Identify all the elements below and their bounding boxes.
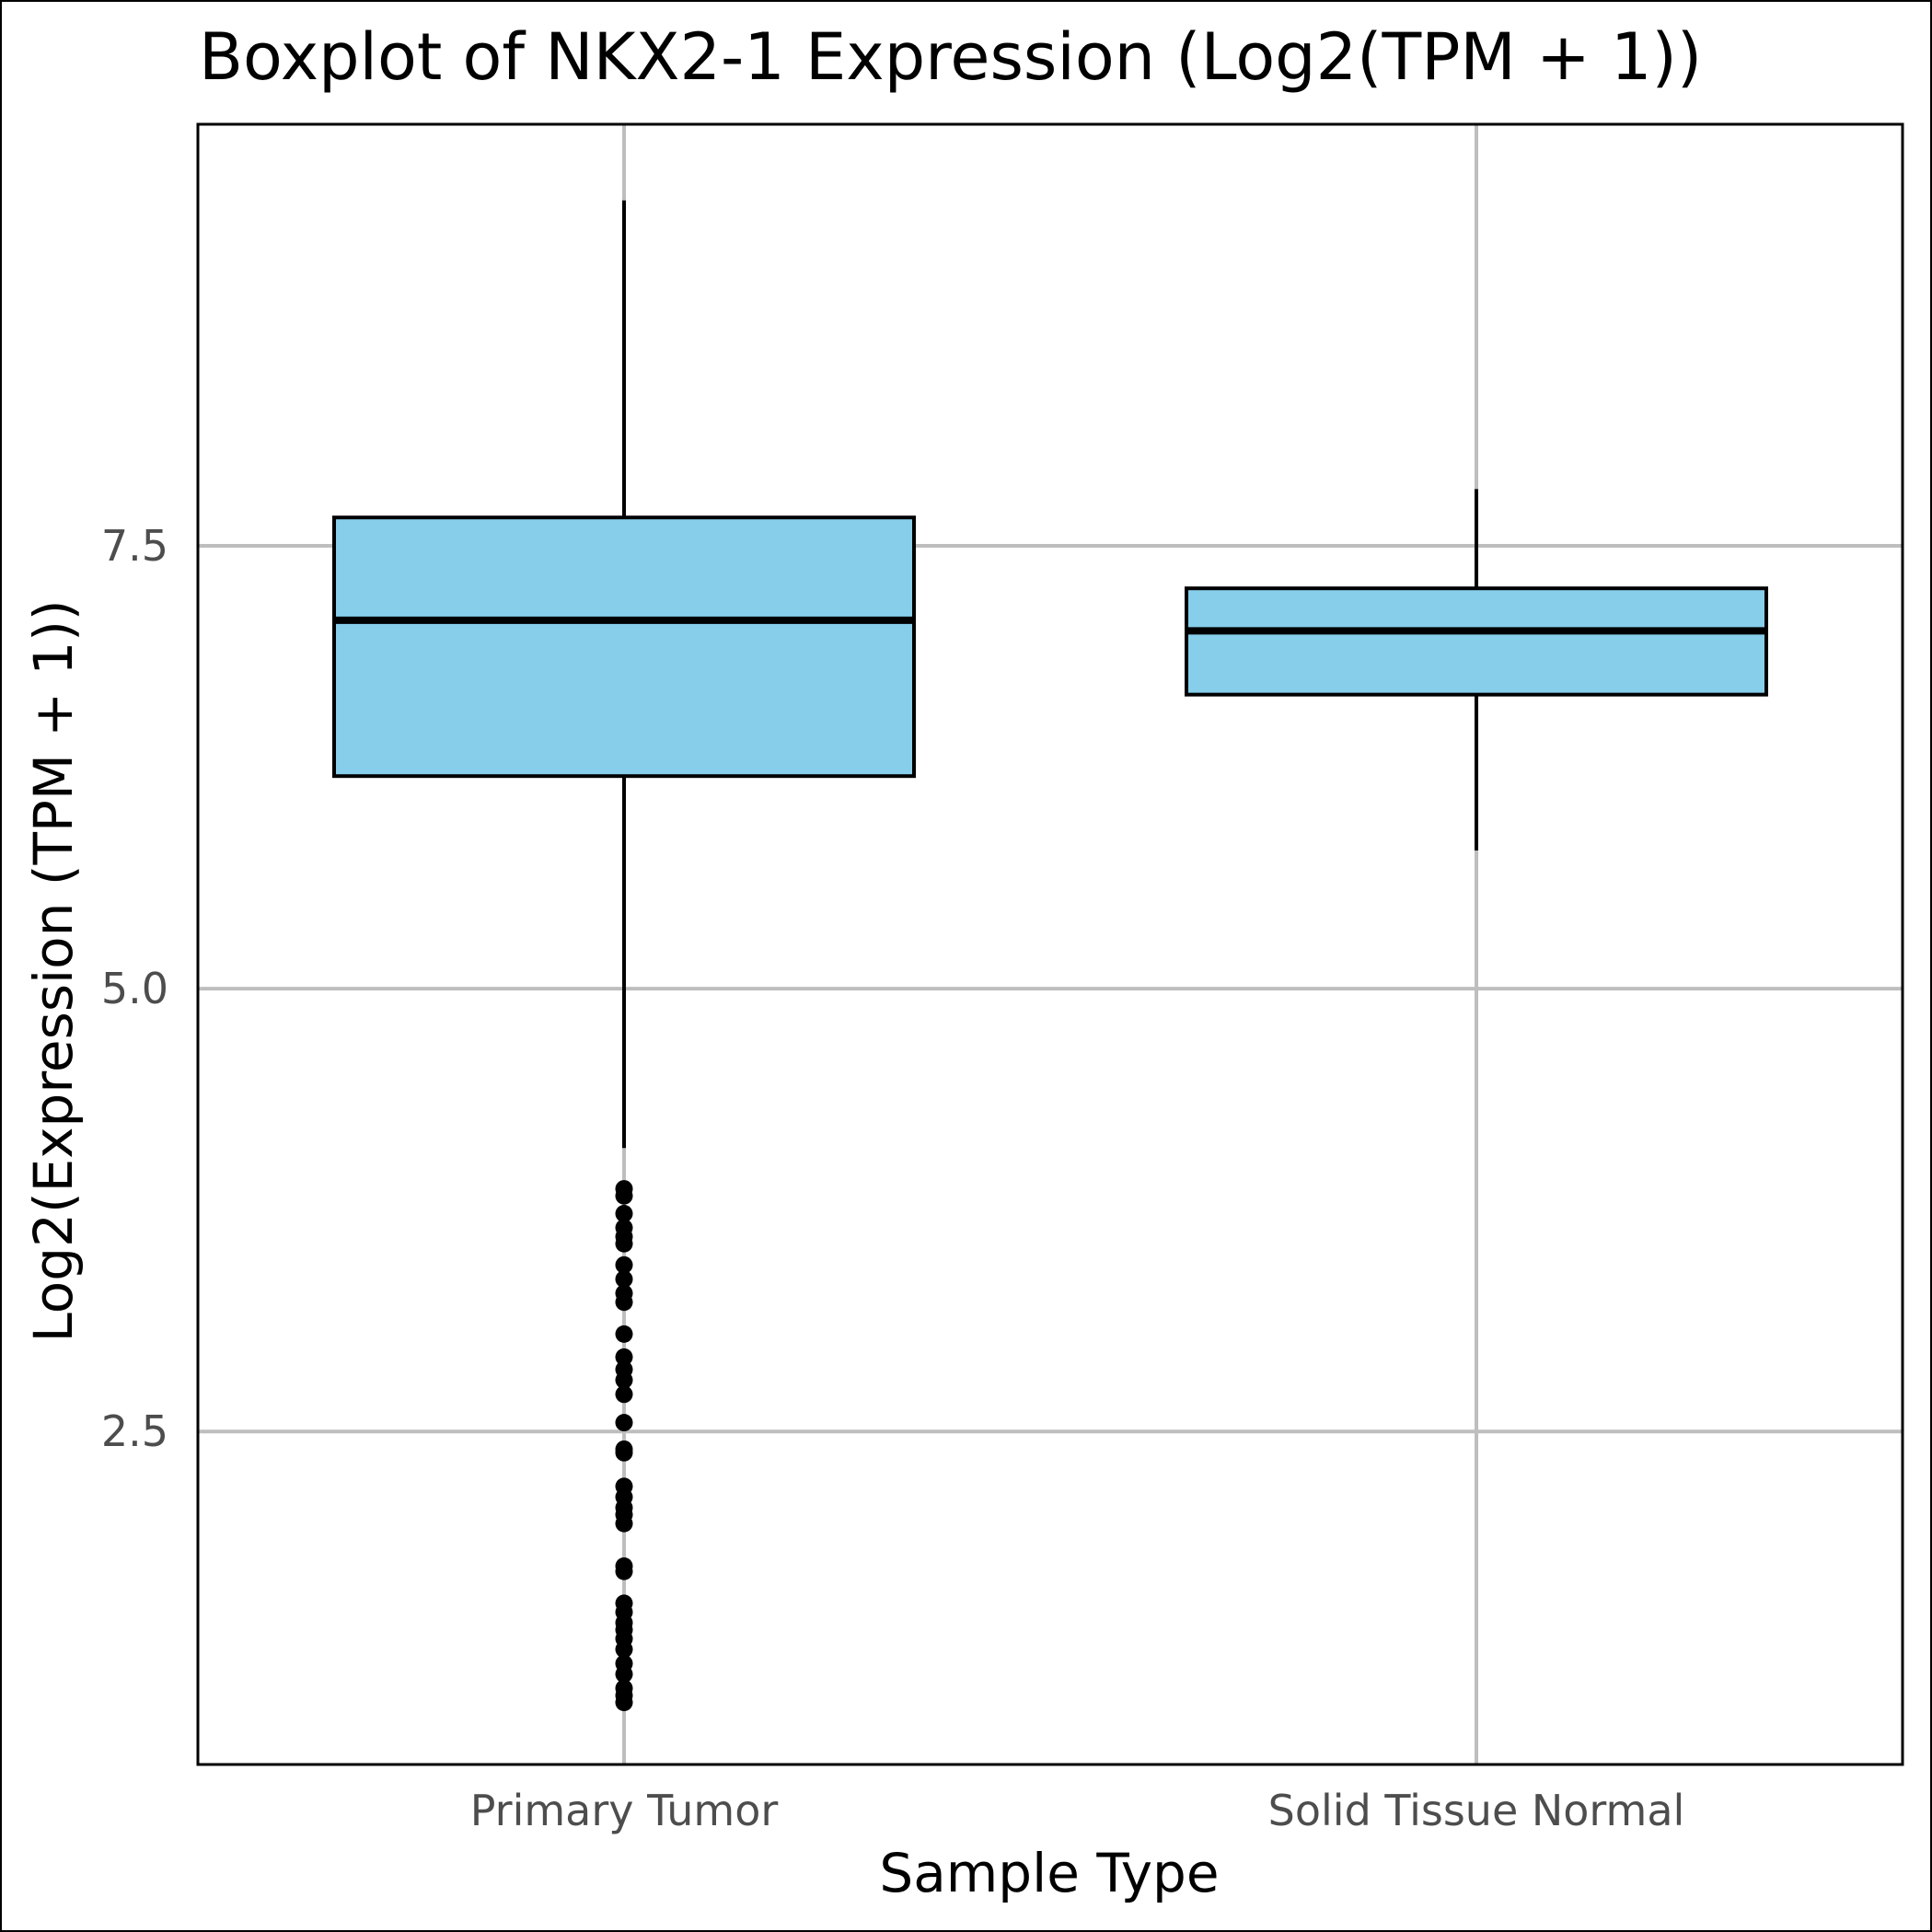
plot-border bbox=[196, 122, 1904, 1766]
y-tick-label: 7.5 bbox=[101, 521, 168, 571]
y-tick-labels: 2.5 5.0 7.5 bbox=[101, 521, 168, 1456]
x-tick-label: Primary Tumor bbox=[470, 1786, 779, 1835]
outlier-point bbox=[615, 1205, 633, 1223]
outlier-point bbox=[615, 1385, 633, 1404]
x-axis-title: Sample Type bbox=[879, 1842, 1219, 1904]
x-tick-labels: Primary Tumor Solid Tissue Normal bbox=[470, 1786, 1685, 1835]
outlier-point bbox=[615, 1514, 633, 1533]
outlier-point bbox=[615, 1270, 633, 1289]
outlier-point bbox=[615, 1414, 633, 1432]
outlier-point bbox=[615, 1325, 633, 1343]
whiskers bbox=[622, 200, 1478, 1149]
outlier-point bbox=[615, 1348, 633, 1366]
outlier-point bbox=[615, 1443, 633, 1462]
chart-title: Boxplot of NKX2-1 Expression (Log2(TPM +… bbox=[199, 19, 1702, 95]
y-axis-title: Log2(Expression (TPM + 1)) bbox=[22, 599, 85, 1342]
outlier-point bbox=[615, 1640, 633, 1659]
outlier-points bbox=[615, 1180, 633, 1712]
box-iqr bbox=[332, 515, 916, 779]
y-tick-label: 2.5 bbox=[101, 1406, 168, 1456]
outlier-point bbox=[615, 1293, 633, 1312]
outlier-point bbox=[615, 1234, 633, 1253]
outlier-point bbox=[615, 1371, 633, 1389]
outlier-point bbox=[615, 1694, 633, 1712]
y-tick-label: 5.0 bbox=[101, 964, 168, 1013]
outlier-point bbox=[615, 1562, 633, 1580]
boxes bbox=[332, 515, 1768, 779]
outlier-point bbox=[615, 1186, 633, 1205]
outlier-point bbox=[615, 1665, 633, 1683]
x-tick-label: Solid Tissue Normal bbox=[1268, 1786, 1685, 1835]
grid-lines bbox=[198, 124, 1903, 1764]
outlier-point bbox=[615, 1255, 633, 1274]
box-iqr bbox=[1185, 586, 1768, 697]
